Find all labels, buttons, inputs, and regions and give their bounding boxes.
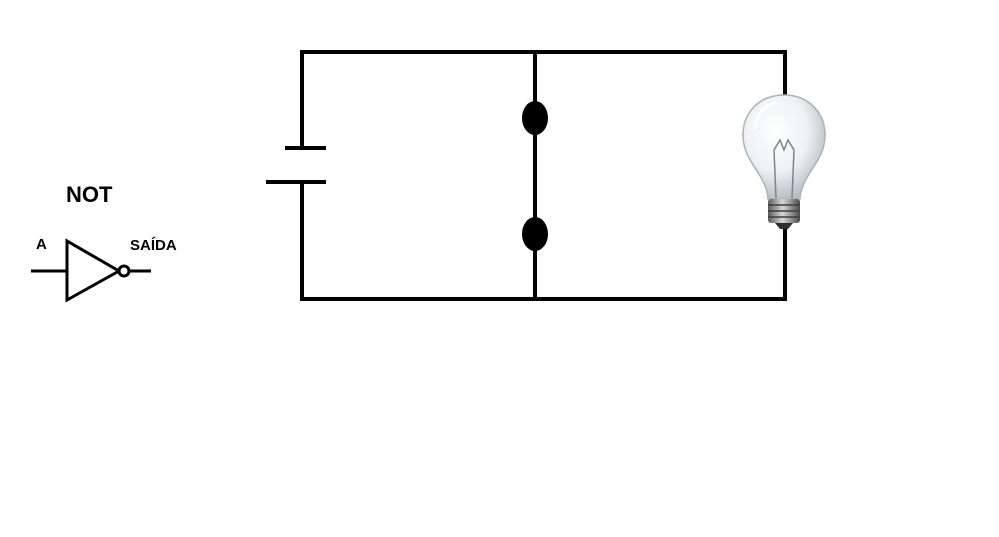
switch-contact-top	[522, 101, 548, 135]
gate-input-label: A	[36, 236, 47, 253]
switch-contact-bottom	[522, 217, 548, 251]
bulb-tip	[775, 223, 793, 229]
gate-output-label: SAÍDA	[130, 237, 177, 254]
gate-triangle	[65, 238, 123, 303]
gate-title: NOT	[66, 182, 113, 207]
battery-symbol	[266, 146, 326, 184]
switch-contacts	[522, 101, 548, 251]
gate-inversion-bubble	[117, 264, 131, 278]
bulb-filament	[773, 138, 795, 199]
bulb-highlight	[753, 101, 777, 130]
not-gate-symbol	[31, 238, 151, 303]
bulb-base-threads	[768, 204, 800, 218]
light-bulb-icon	[742, 94, 826, 229]
circuit-wires	[300, 50, 787, 301]
bulb-glass	[742, 94, 826, 200]
